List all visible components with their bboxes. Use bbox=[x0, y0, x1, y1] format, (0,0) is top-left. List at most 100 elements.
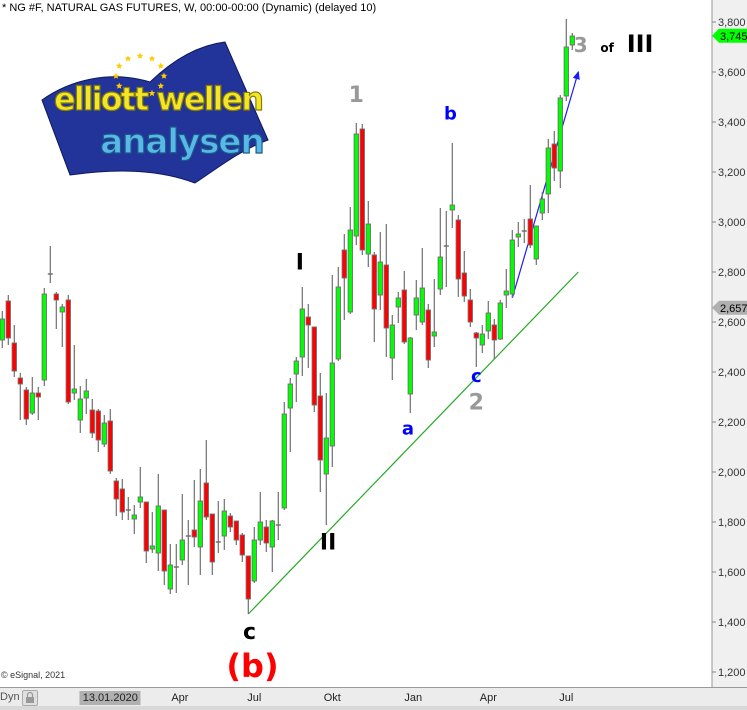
candle-down-body bbox=[95, 410, 101, 441]
wave-label: a bbox=[402, 419, 414, 440]
candle-up-body bbox=[347, 229, 353, 313]
impulse-arrow bbox=[511, 70, 580, 299]
candle-up-body bbox=[149, 545, 155, 550]
candle bbox=[335, 267, 341, 361]
y-tick-label: 3,800 bbox=[718, 17, 746, 29]
star-icon bbox=[115, 82, 123, 89]
star-icon bbox=[136, 52, 144, 59]
candle bbox=[563, 19, 569, 101]
star-icon bbox=[148, 89, 156, 97]
candle-down-body bbox=[371, 254, 377, 310]
logo-line2: analysen bbox=[100, 122, 263, 162]
candle bbox=[35, 387, 41, 420]
star-icon bbox=[112, 72, 120, 79]
candle bbox=[209, 513, 215, 575]
candle-down-body bbox=[383, 264, 389, 329]
candle-down-body bbox=[89, 409, 95, 434]
copyright: © eSignal, 2021 bbox=[1, 670, 66, 680]
candle bbox=[485, 301, 491, 339]
candle-down-body bbox=[425, 309, 431, 361]
candle bbox=[269, 520, 275, 572]
horizontal-scrollbar[interactable] bbox=[0, 706, 747, 710]
candle-up-body bbox=[59, 306, 65, 313]
candle bbox=[497, 300, 503, 340]
candle bbox=[551, 131, 557, 181]
y-tick-label: 2,600 bbox=[718, 317, 746, 329]
candle bbox=[569, 33, 575, 50]
candle bbox=[443, 211, 449, 287]
candle bbox=[131, 505, 137, 534]
candle-up-body bbox=[353, 133, 359, 237]
candle-up-body bbox=[77, 398, 83, 421]
candle-down-body bbox=[311, 326, 317, 406]
candle-down-body bbox=[491, 324, 497, 341]
price-marker-tag bbox=[712, 300, 747, 315]
dynamic-mode-label[interactable]: Dyn bbox=[0, 691, 20, 703]
time-axis-bar: Dyn 13.01.2020 Apr Jul Okt Jan Apr Jul bbox=[0, 687, 747, 710]
candle bbox=[545, 139, 551, 213]
candle bbox=[191, 480, 197, 547]
candle-down-body bbox=[263, 526, 269, 544]
candle bbox=[503, 269, 509, 308]
candle bbox=[419, 248, 425, 325]
lock-icon[interactable] bbox=[22, 690, 38, 706]
candle-down-body bbox=[11, 342, 17, 372]
candle bbox=[215, 501, 221, 553]
candle bbox=[149, 512, 155, 553]
y-tick-label: 3,600 bbox=[718, 67, 746, 79]
candle-down-body bbox=[341, 249, 347, 279]
candle-up-body bbox=[29, 392, 35, 414]
candle-down-body bbox=[5, 300, 11, 339]
candle-up-body bbox=[509, 239, 515, 295]
candle-up-body bbox=[83, 390, 89, 399]
candle-up-body bbox=[533, 225, 539, 260]
candle bbox=[95, 409, 101, 452]
candle-up-body bbox=[287, 383, 293, 409]
candle-down-body bbox=[455, 219, 461, 280]
y-tick-label: 3,000 bbox=[718, 217, 746, 229]
elliott-wellen-analysen-logo: elliott wellen analysen bbox=[41, 41, 269, 184]
candle bbox=[431, 279, 437, 347]
candle-up-body bbox=[431, 331, 437, 337]
candle bbox=[323, 393, 329, 525]
candle-up-body bbox=[137, 496, 143, 503]
support-trendline bbox=[247, 271, 579, 615]
candle-down-body bbox=[317, 395, 323, 461]
candle-up-body bbox=[71, 388, 77, 394]
candle-down-body bbox=[143, 501, 149, 552]
candle-up-body bbox=[179, 539, 185, 561]
candle-up-body bbox=[419, 287, 425, 323]
candle bbox=[311, 326, 317, 412]
candle-up-body bbox=[197, 500, 203, 548]
candle bbox=[11, 325, 17, 377]
candle bbox=[233, 520, 239, 545]
candle bbox=[59, 304, 65, 347]
candle bbox=[293, 357, 299, 402]
lock-glyph bbox=[26, 691, 34, 703]
y-tick-label: 2,800 bbox=[718, 267, 746, 279]
candle bbox=[47, 246, 53, 283]
y-axis-panel bbox=[712, 0, 747, 687]
candle bbox=[359, 124, 365, 255]
candle bbox=[203, 440, 209, 520]
candle-down-body bbox=[233, 520, 239, 541]
candle-up-body bbox=[293, 360, 299, 375]
candle bbox=[557, 95, 563, 188]
candle bbox=[227, 513, 233, 532]
candle bbox=[83, 379, 89, 414]
candle-up-body bbox=[41, 293, 47, 381]
candle-down-body bbox=[527, 218, 533, 246]
candle bbox=[527, 185, 533, 248]
candle-up-body bbox=[323, 437, 329, 475]
candle-down-body bbox=[191, 529, 197, 538]
candle-down-body bbox=[473, 332, 479, 339]
candle-up-body bbox=[131, 514, 137, 520]
candle-up-body bbox=[497, 302, 503, 340]
candle bbox=[521, 219, 527, 243]
candle bbox=[299, 287, 305, 376]
x-tick-label: Jan bbox=[404, 692, 423, 704]
candle-down-body bbox=[203, 482, 209, 518]
candle-down-body bbox=[113, 480, 119, 500]
candle bbox=[119, 479, 125, 520]
